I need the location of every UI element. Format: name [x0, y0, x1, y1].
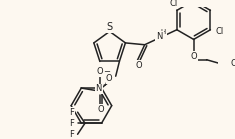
- Text: S: S: [106, 22, 113, 32]
- Text: O: O: [231, 59, 235, 68]
- Text: O: O: [97, 105, 104, 114]
- Text: Cl: Cl: [169, 0, 177, 8]
- Text: O: O: [190, 52, 197, 61]
- Text: N: N: [156, 32, 163, 41]
- Text: O: O: [106, 74, 113, 83]
- Text: −: −: [103, 67, 110, 76]
- Text: N: N: [96, 85, 102, 94]
- Text: F: F: [70, 130, 74, 139]
- Text: H: H: [161, 29, 166, 35]
- Text: F: F: [70, 108, 74, 117]
- Text: Cl: Cl: [215, 27, 224, 36]
- Text: F: F: [70, 119, 74, 128]
- Text: O: O: [96, 67, 103, 76]
- Text: +: +: [102, 82, 107, 87]
- Text: O: O: [135, 61, 142, 70]
